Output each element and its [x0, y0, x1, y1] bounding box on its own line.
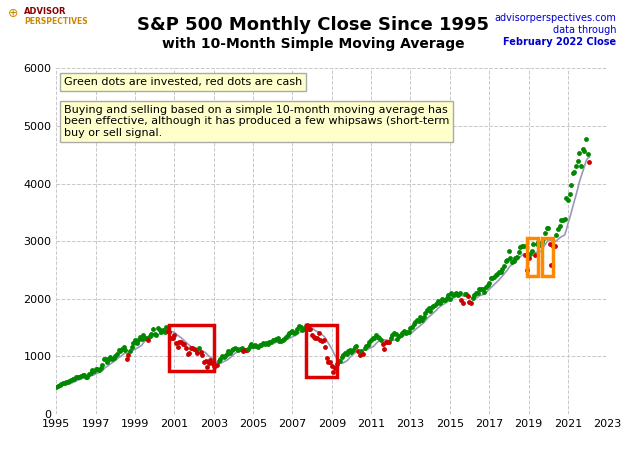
- Text: PERSPECTIVES: PERSPECTIVES: [24, 17, 88, 26]
- Text: ⊕: ⊕: [8, 7, 18, 20]
- Text: Green dots are invested, red dots are cash: Green dots are invested, red dots are ca…: [63, 77, 302, 87]
- Bar: [541, 238, 553, 276]
- Text: S&P 500 Monthly Close Since 1995: S&P 500 Monthly Close Since 1995: [137, 16, 489, 34]
- Text: advisorperspectives.com: advisorperspectives.com: [495, 13, 617, 23]
- Text: data through: data through: [553, 25, 617, 35]
- Text: with 10-Month Simple Moving Average: with 10-Month Simple Moving Average: [162, 37, 464, 51]
- Bar: [527, 238, 538, 276]
- Bar: [305, 325, 337, 377]
- Text: Buying and selling based on a simple 10-month moving average has
been effective,: Buying and selling based on a simple 10-…: [63, 105, 449, 138]
- Text: February 2022 Close: February 2022 Close: [503, 37, 617, 47]
- Bar: [170, 325, 213, 371]
- Text: ADVISOR: ADVISOR: [24, 7, 66, 16]
